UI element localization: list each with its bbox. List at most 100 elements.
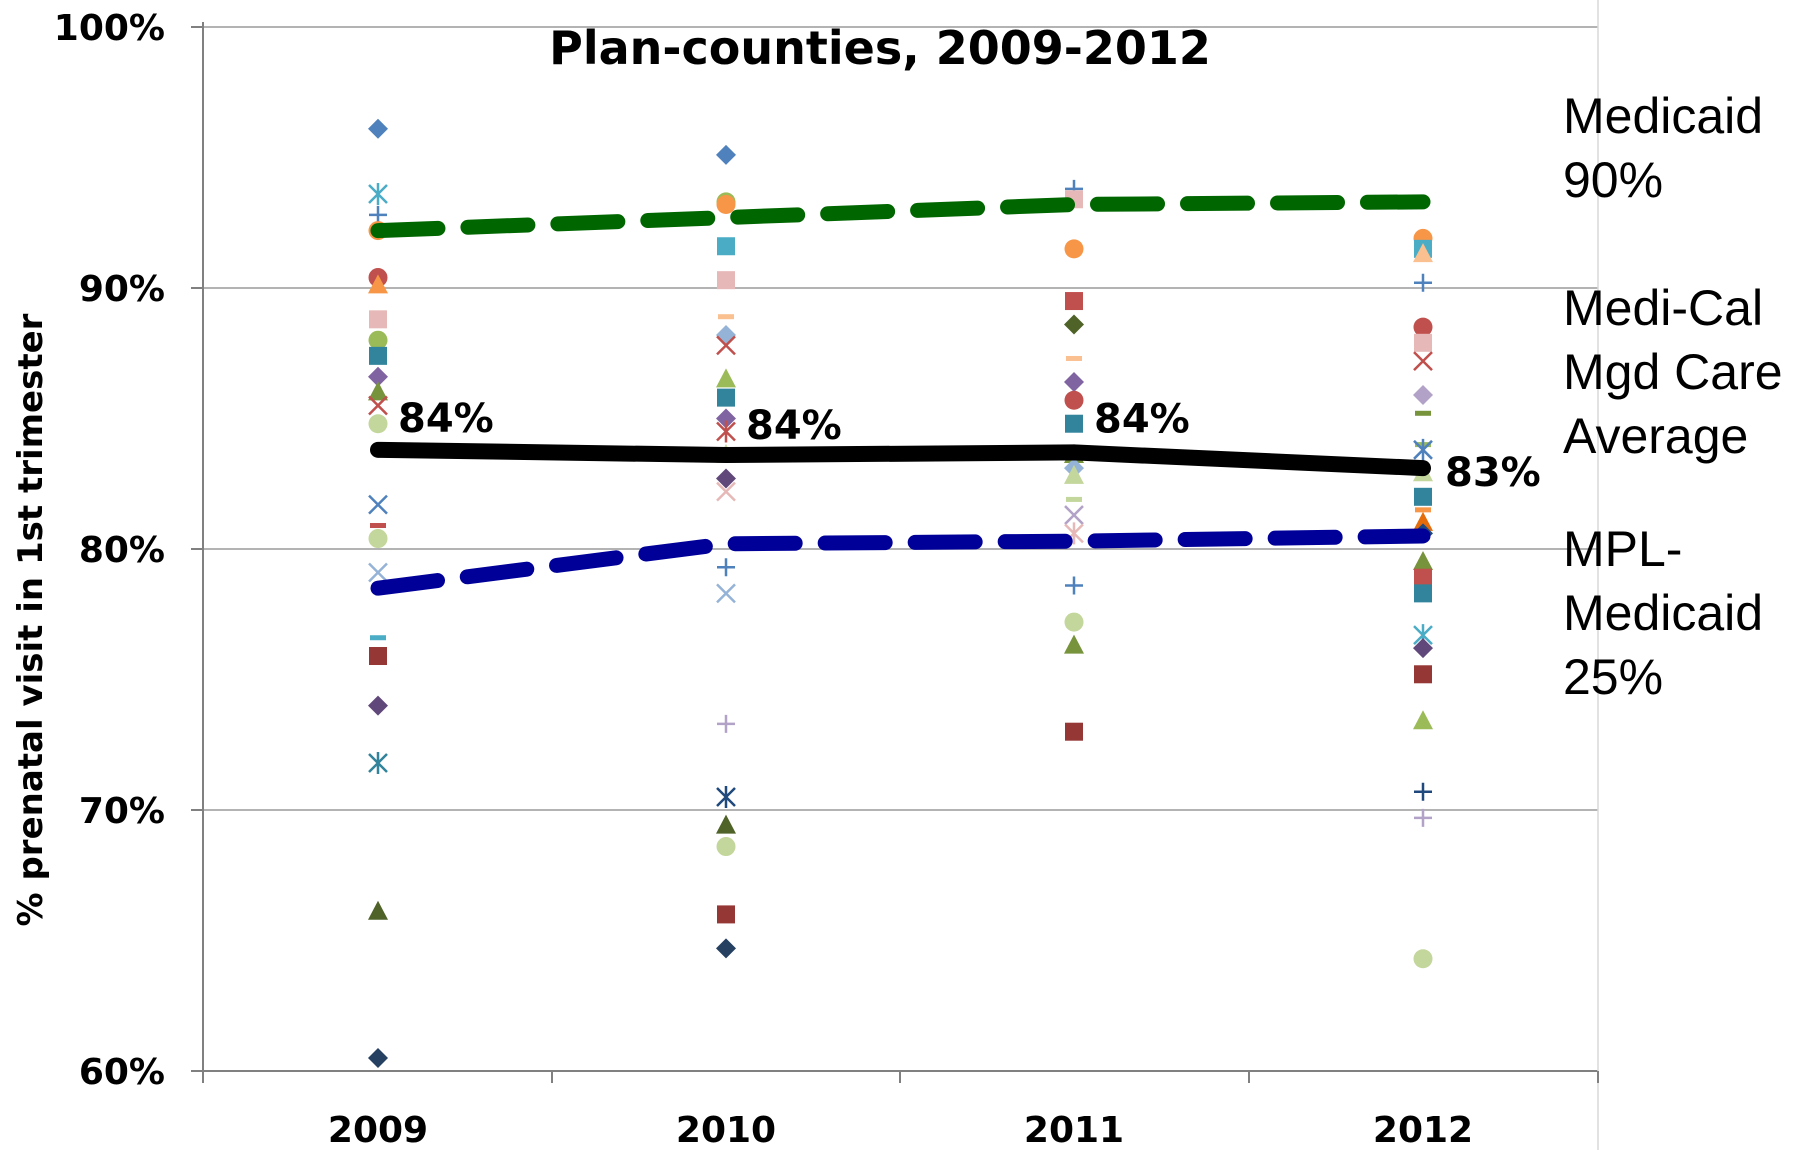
county-point-x [1064,505,1084,525]
county-point-plus [1414,808,1432,827]
county-point-plus [1414,782,1432,801]
county-point-circle [716,837,736,857]
county-point-plus [1065,576,1083,595]
county-point-triangle [1413,551,1433,571]
y-tick-label: 70% [79,791,165,832]
legend-label-line: 25% [1563,649,1663,705]
y-tick-labels: 60% 70% 80% 90% 100% [54,8,165,1093]
legend-label-line: Medicaid [1563,88,1763,144]
county-point-diamond [716,408,736,429]
average-data-label: 84% [398,396,494,442]
county-point-dash [370,635,386,641]
county-point-star [716,420,736,443]
county-point-circle [368,414,388,434]
county-point-circle [1064,390,1084,410]
county-point-circle [1064,239,1084,259]
legend-label-line: MPL- [1563,521,1682,577]
reference-line-2 [370,528,1431,596]
county-point-dash [1066,496,1082,502]
county-point-diamond [1413,638,1433,659]
county-point-star [368,183,388,206]
county-point-plus [369,205,387,224]
county-point-diamond [368,1047,388,1068]
county-point-diamond [716,324,736,345]
county-point-triangle [368,900,388,920]
county-point-triangle [1413,710,1433,730]
county-point-dash [1415,507,1431,513]
x-tick-labels: 2009 2010 2011 2012 [328,1110,1473,1150]
county-point-circle [716,194,736,214]
x-tick-label: 2009 [328,1110,428,1150]
county-point-diamond [368,366,388,387]
county-point-circle [1413,949,1433,969]
y-tick-label: 90% [79,269,165,310]
county-point-triangle [716,814,736,834]
county-point-square [369,647,387,666]
county-point-diamond [1064,371,1084,392]
x-tick-label: 2012 [1373,1110,1473,1150]
county-point-square [1065,722,1083,741]
county-point-triangle [368,274,388,294]
county-point-dash [718,314,734,320]
gridlines [203,26,1598,811]
y-tick-label: 100% [54,8,165,49]
county-point-triangle [1413,511,1433,531]
county-point-square [1065,414,1083,433]
county-point-square [717,271,735,290]
county-point-square [1414,333,1432,352]
county-point-circle [1064,612,1084,632]
county-point-dash [1415,410,1431,416]
county-point-x [368,494,388,515]
data-labels: 84% 84% 84% 83% [398,396,1541,496]
county-point-x [716,335,736,356]
county-point-circle [368,330,388,350]
county-point-diamond [716,468,736,489]
county-point-circle [368,529,388,549]
county-point-x [716,583,736,604]
county-point-diamond [368,695,388,716]
county-point-x [368,562,388,583]
county-point-diamond [1413,385,1433,406]
county-point-square [1414,568,1432,587]
county-point-square [369,346,387,365]
county-point-square [369,310,387,329]
county-point-x [1413,351,1433,371]
county-point-square [1065,292,1083,311]
average-data-label: 84% [1094,396,1190,442]
county-point-square [717,905,735,924]
county-point-diamond [716,144,736,165]
legend-label-line: Mgd Care [1563,344,1783,400]
county-point-circle [1413,317,1433,337]
county-point-triangle [1064,464,1084,484]
chart-title: Plan-counties, 2009-2012 [549,21,1211,75]
county-point-x [716,481,736,502]
county-point-plus [1414,273,1432,292]
county-point-x [368,395,388,416]
county-point-diamond [368,118,388,139]
county-point-triangle [368,381,388,401]
county-point-diamond [1064,314,1084,335]
county-point-square [1414,487,1432,506]
legend-label-line: Medicaid [1563,585,1763,641]
county-point-star [1413,438,1433,461]
y-tick-label: 80% [79,530,165,571]
y-tick-label: 60% [79,1052,165,1093]
y-axis-title: % prenatal visit in 1st trimester [11,313,51,926]
x-tick-label: 2011 [1024,1110,1124,1150]
legend-label-line: Average [1563,408,1748,464]
county-point-square [717,388,735,407]
county-point-square [1414,584,1432,603]
reference-line-1 [370,441,1431,477]
county-point-triangle [1413,243,1433,263]
average-data-label: 84% [746,403,842,449]
reference-line-0 [370,194,1431,239]
county-points [368,118,1433,1068]
average-data-label: 83% [1445,450,1541,496]
x-tick-label: 2010 [676,1110,776,1150]
legend: Medicaid 90% Medi-Cal Mgd Care Average MPL- Me… [1563,88,1783,705]
legend-label-line: 90% [1563,152,1663,208]
county-point-star [368,752,388,775]
axes [191,0,1599,1150]
county-point-dash [1066,355,1082,361]
